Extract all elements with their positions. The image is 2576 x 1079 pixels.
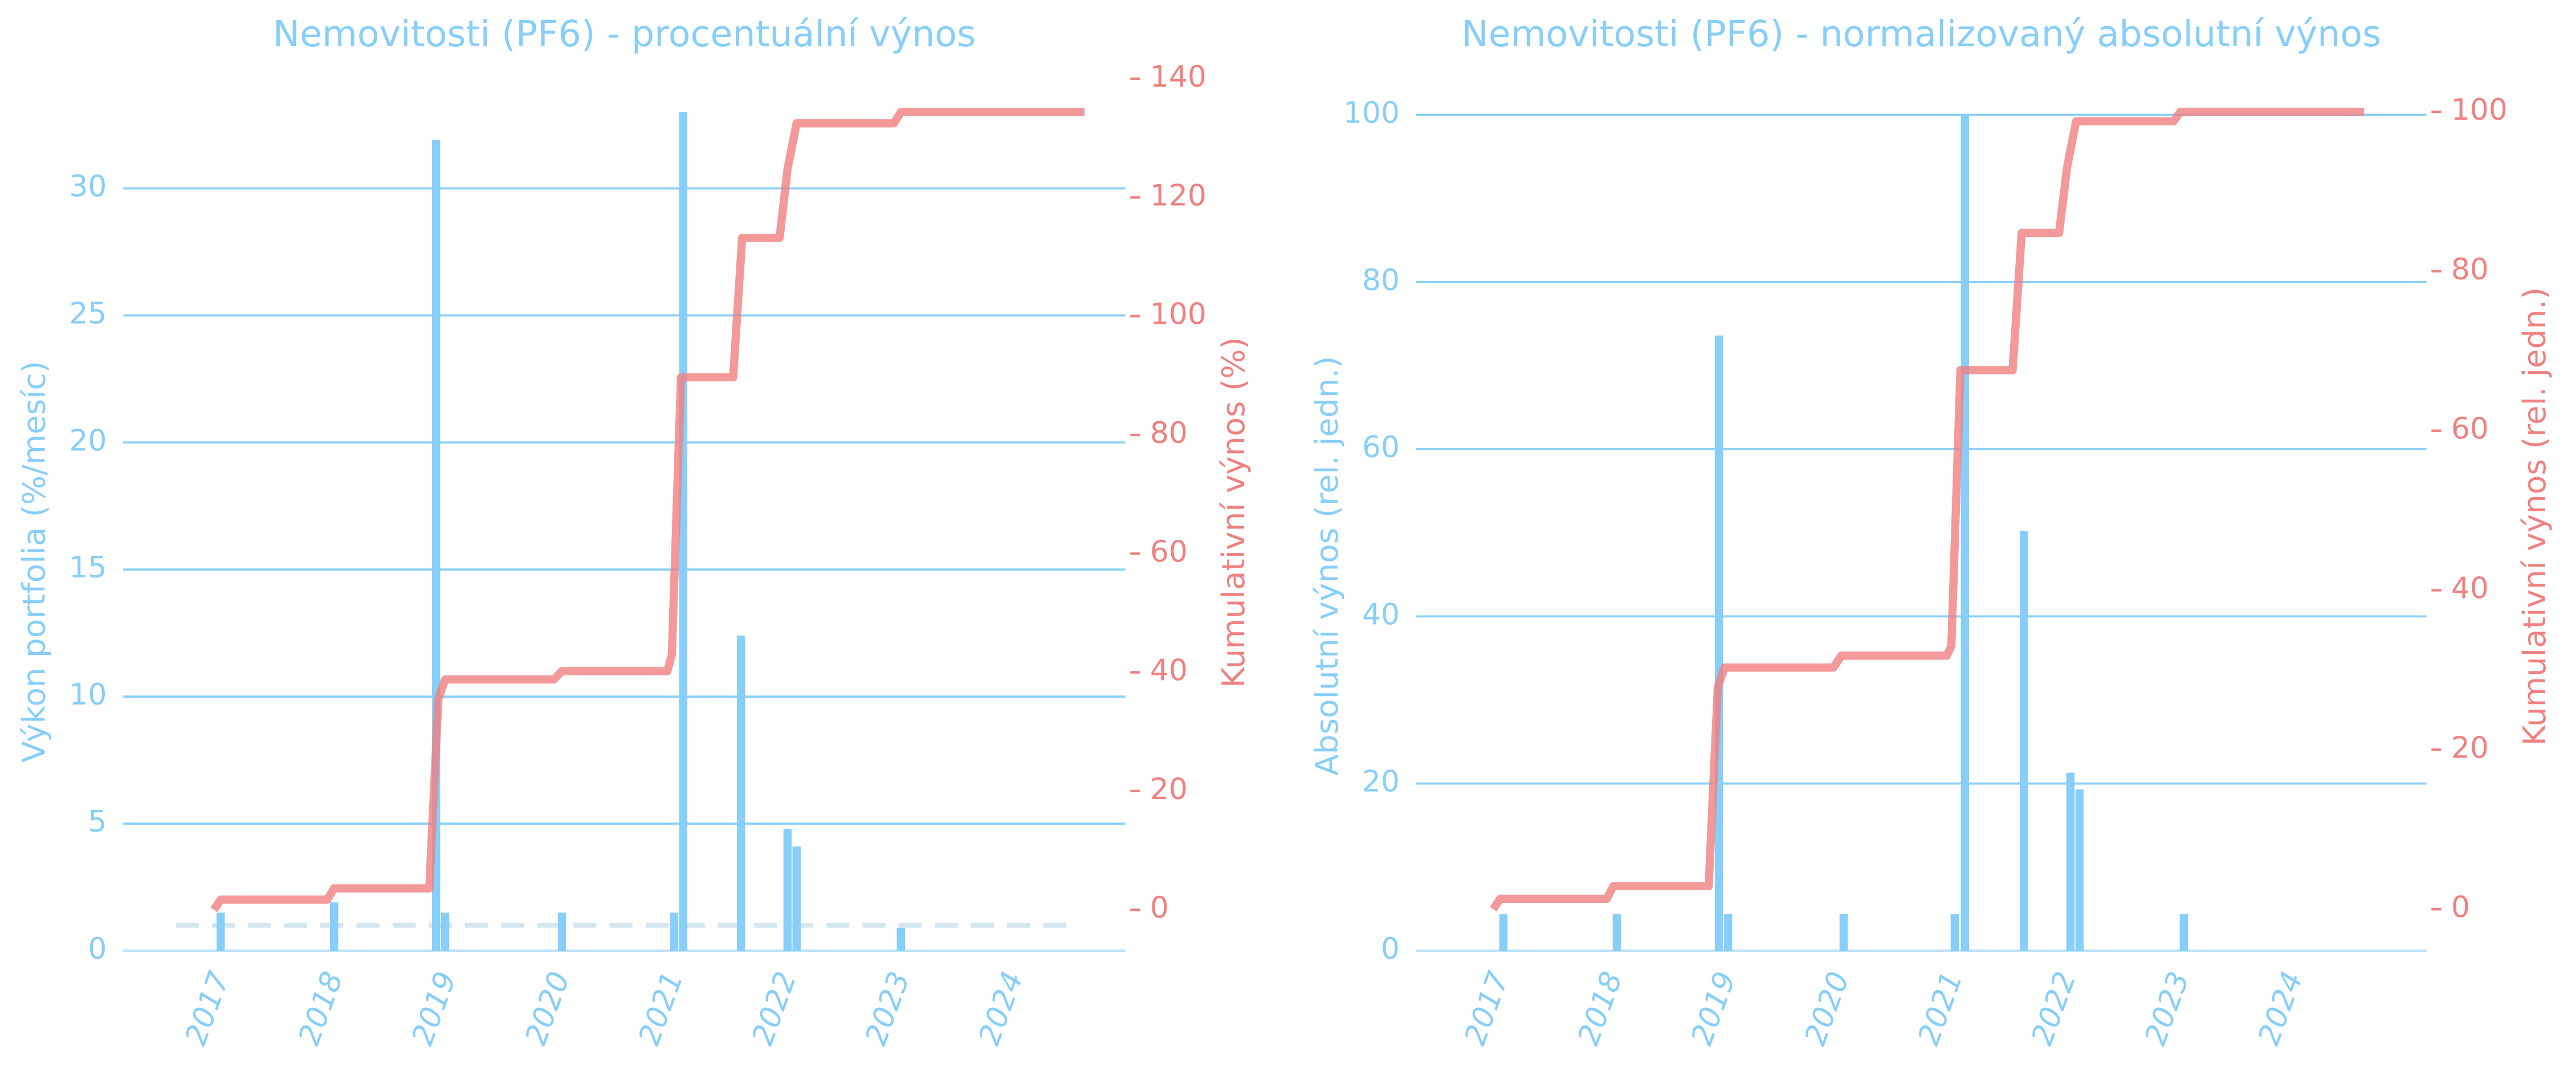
bar [329, 902, 339, 951]
x-tick-label: 2021 [1911, 967, 1970, 1050]
bar [679, 112, 688, 951]
bar [737, 636, 745, 951]
y-tick-label: 80 [1362, 263, 1400, 298]
x-tick-label: 2020 [1798, 967, 1856, 1050]
bar [1950, 914, 1959, 951]
x-tick-label: 2021 [632, 967, 690, 1050]
y2-tick-label: 140 [1150, 60, 1207, 94]
x-tick-label: 2022 [2025, 967, 2083, 1050]
x-tick-label: 2024 [972, 967, 1030, 1050]
bar [2075, 789, 2084, 951]
y-tick-label: 100 [1343, 96, 1400, 130]
y2-tick-label: 0 [1150, 891, 1169, 925]
y-tick-label: 0 [1381, 932, 1400, 966]
y-tick-label: 0 [88, 932, 107, 966]
x-tick-label: 2022 [745, 967, 804, 1050]
y2-tick-label: 40 [2451, 572, 2489, 606]
bar [441, 913, 450, 951]
y2-tick-label: 0 [2451, 890, 2470, 925]
y-tick-label: 20 [1362, 765, 1400, 799]
y2-axis-label: Kumulativní výnos (%) [1215, 337, 1252, 687]
bar [1960, 115, 1970, 951]
y-tick-label: 40 [1362, 597, 1400, 632]
bar [670, 913, 679, 951]
y-tick-label: 20 [69, 424, 107, 458]
x-tick-label: 2024 [2252, 967, 2310, 1050]
bar [2020, 531, 2028, 951]
cumulative-line [1490, 107, 2365, 912]
y2-tick-label: 100 [2451, 93, 2508, 127]
y-tick-label: 25 [69, 296, 107, 331]
y2-tick-label: 60 [1150, 535, 1188, 569]
x-tick-label: 2020 [519, 967, 577, 1050]
y2-tick-label: 80 [2451, 253, 2489, 287]
y-tick-label: 30 [69, 169, 107, 203]
y-axis-label: Výkon portfolia (%/mesíc) [16, 361, 52, 763]
bar [2066, 772, 2075, 951]
chart-title: Nemovitosti (PF6) - normalizovaný absolu… [1461, 13, 2381, 55]
bar [1612, 914, 1621, 951]
bar [1499, 914, 1508, 951]
x-tick-label: 2018 [1571, 967, 1629, 1050]
y2-tick-label: 100 [1150, 298, 1207, 332]
bar [792, 846, 801, 951]
bar [1723, 914, 1733, 951]
bar [217, 913, 225, 951]
y2-tick-label: 40 [1150, 654, 1188, 688]
y-tick-label: 5 [88, 805, 107, 839]
y2-tick-label: 20 [1150, 772, 1188, 807]
bar [1839, 914, 1848, 951]
x-tick-label: 2023 [2138, 967, 2196, 1050]
y2-tick-label: 120 [1150, 178, 1207, 213]
x-tick-label: 2023 [859, 967, 917, 1050]
bar [896, 927, 905, 951]
bar [2179, 914, 2188, 951]
y2-tick-label: 60 [2451, 412, 2489, 446]
y-axis-label: Absolutní výnos (rel. jedn.) [1309, 356, 1345, 776]
y-tick-label: 15 [69, 551, 107, 585]
y2-axis-label: Kumulativní výnos (rel. jedn.) [2516, 287, 2553, 746]
x-tick-label: 2019 [405, 967, 463, 1050]
y2-tick-label: 20 [2451, 731, 2489, 765]
x-tick-label: 2019 [1685, 967, 1743, 1050]
cumulative-line [210, 108, 1085, 913]
y-tick-label: 10 [69, 678, 107, 712]
bar [557, 913, 566, 951]
y2-tick-label: 80 [1150, 416, 1188, 450]
bar [1714, 335, 1723, 951]
x-tick-label: 2017 [1458, 967, 1516, 1050]
x-tick-label: 2017 [179, 967, 237, 1050]
y-tick-label: 60 [1362, 430, 1400, 465]
x-tick-label: 2018 [292, 967, 350, 1050]
bar [783, 828, 792, 951]
chart-title: Nemovitosti (PF6) - procentuální výnos [273, 13, 976, 55]
